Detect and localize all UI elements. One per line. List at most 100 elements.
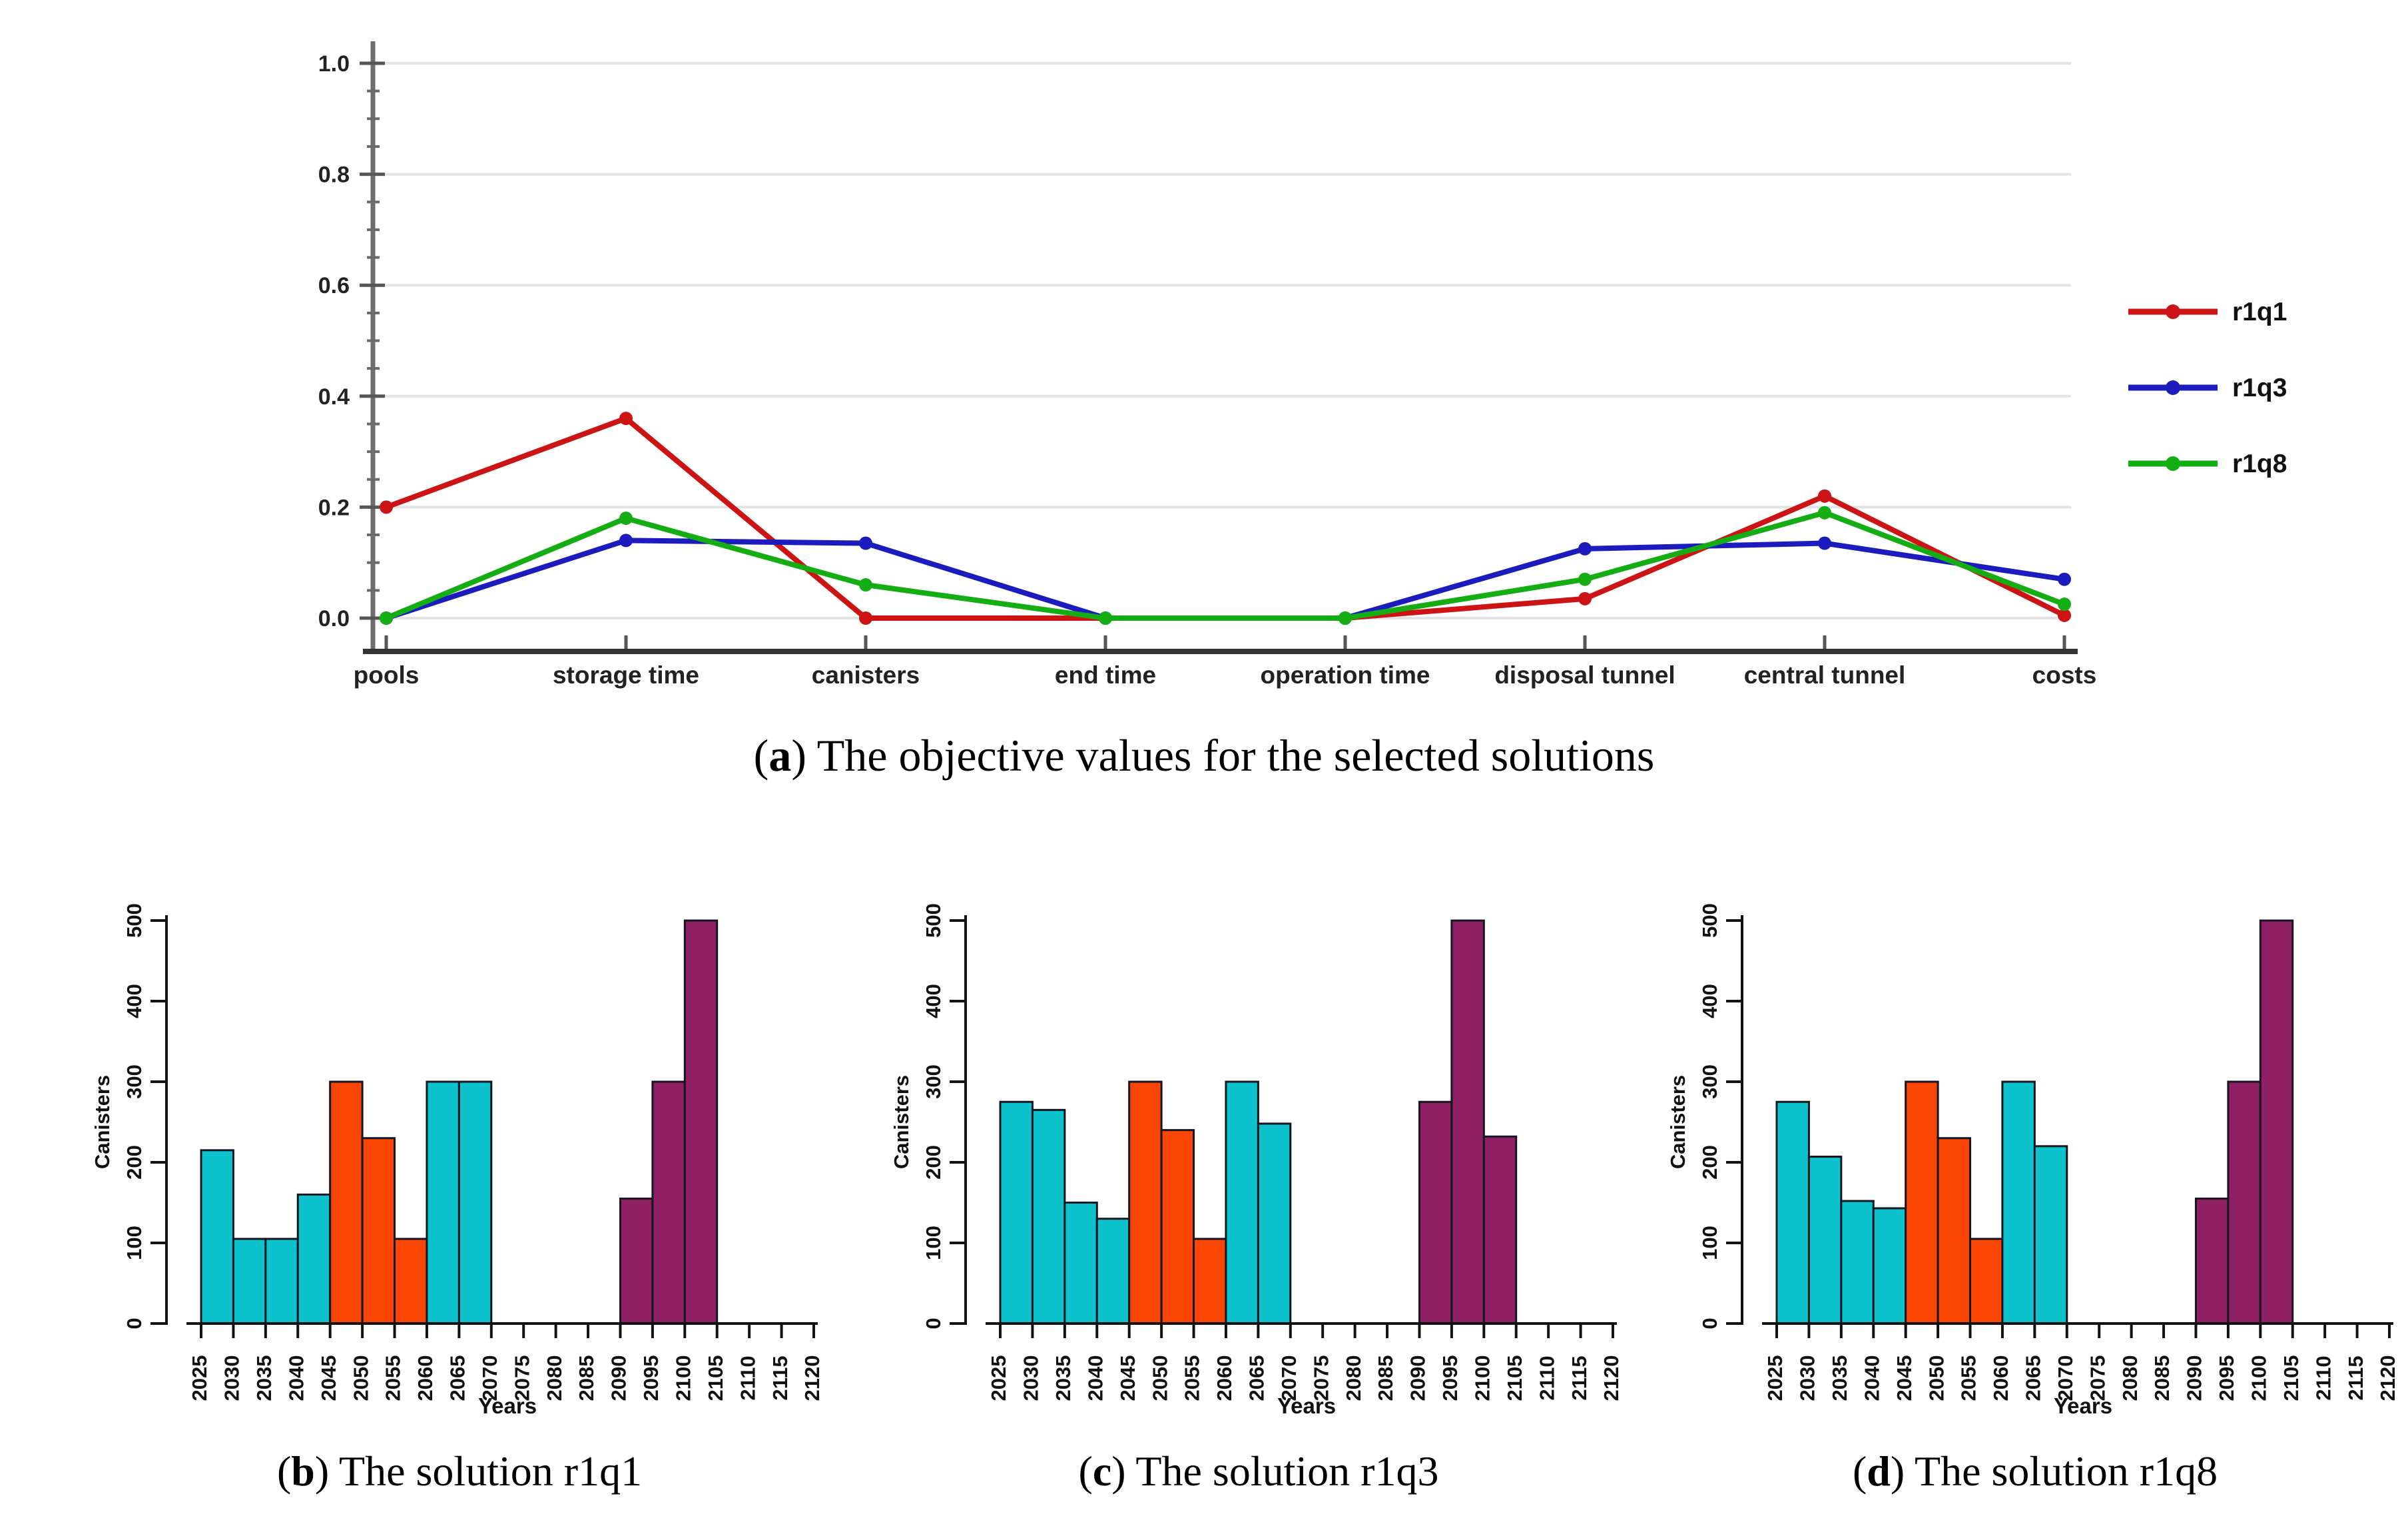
x-axis-title: Years (478, 1393, 537, 1418)
x-tick-label: 2105 (1503, 1355, 1526, 1401)
x-tick-label: 2110 (736, 1355, 759, 1400)
y-tick-label: 0.4 (318, 384, 350, 410)
x-tick-label: 2085 (2150, 1355, 2174, 1401)
data-point (859, 611, 872, 625)
bar (329, 1080, 364, 1325)
x-tick-label: 2110 (1535, 1355, 1558, 1400)
y-axis: 0 100 200 300 400 500 (922, 903, 967, 1330)
legend-marker (2166, 304, 2180, 319)
bar (2001, 1080, 2036, 1325)
y-tick-label: 500 (922, 903, 945, 938)
x-axis-title: Years (1277, 1393, 1336, 1418)
bar (1063, 1202, 1098, 1325)
y-tick-label: 0.2 (318, 495, 350, 520)
x-tick-label: 2110 (2311, 1355, 2335, 1400)
legend-marker (2166, 380, 2180, 395)
bar (1031, 1108, 1066, 1325)
x-tick-label: 2100 (1471, 1355, 1494, 1401)
y-axis: 0 100 200 300 400 500 (123, 903, 168, 1330)
data-point (1818, 536, 1831, 550)
data-point (380, 500, 393, 514)
x-tick-label: 2060 (414, 1355, 437, 1401)
category-label: costs (2032, 661, 2097, 689)
x-tick-label: 2070 (1277, 1355, 1301, 1401)
data-point (1818, 489, 1831, 503)
bars (1775, 919, 2294, 1325)
caption-c-text: (c) The solution r1q3 (1078, 1447, 1439, 1495)
y-tick-label: 400 (123, 984, 146, 1018)
bar (2227, 1080, 2261, 1325)
category-label: disposal tunnel (1494, 661, 1675, 689)
bar (619, 1197, 654, 1325)
histogram-r1q1-svg: 0 100 200 300 400 500 Canisters 2025 2030 2035 204… (91, 903, 824, 1418)
y-tick-label: 200 (922, 1145, 945, 1180)
x-tick-label: 2075 (510, 1355, 533, 1401)
category-label: canisters (812, 661, 920, 689)
x-tick-label: 2045 (1116, 1355, 1139, 1401)
x-tick-label: 2050 (1925, 1355, 1948, 1401)
bar (999, 1100, 1034, 1325)
x-tick-label: 2090 (607, 1355, 631, 1401)
x-tick-label: 2055 (1181, 1355, 1204, 1401)
histogram-panel-r1q8: 0 100 200 300 400 500 Canisters 2025 2030 2035 204… (1662, 881, 2408, 1496)
series-line (384, 510, 2067, 621)
data-point (1578, 591, 1592, 605)
y-axis: 0.0 0.2 0.4 0.6 0.8 1.0 (318, 41, 385, 651)
bar (361, 1137, 396, 1325)
x-tick-label: 2025 (987, 1355, 1010, 1401)
objectives-line-chart: 0.0 0.2 0.4 0.6 0.8 1.0 pools storage time canis… (0, 0, 2408, 706)
histogram-r1q8-svg: 0 100 200 300 400 500 Canisters 2025 2030 2035 204… (1666, 903, 2399, 1418)
x-tick-label: 2090 (1406, 1355, 1430, 1401)
x-tick-label: 2100 (672, 1355, 695, 1401)
y-tick-label: 500 (1698, 903, 1721, 938)
x-tick-label: 2080 (1342, 1355, 1365, 1401)
bar (1418, 1100, 1453, 1325)
x-tick-label: 2045 (1893, 1355, 1916, 1401)
x-tick-label: 2120 (800, 1355, 824, 1401)
bars (200, 919, 719, 1325)
x-tick-label: 2040 (1083, 1355, 1107, 1401)
y-tick-label: 0 (922, 1318, 945, 1329)
y-tick-label: 300 (123, 1064, 146, 1099)
y-tick-label: 200 (123, 1145, 146, 1180)
x-tick-label: 2095 (2215, 1355, 2238, 1401)
x-tick-label: 2030 (1020, 1355, 1043, 1401)
legend-marker (2166, 456, 2180, 471)
x-tick-label: 2060 (1989, 1355, 2012, 1401)
y-tick-label: 0 (123, 1318, 146, 1329)
x-axis: 2025 2030 2035 2040 2045 2050 2055 2060 2065 2070… (186, 1322, 824, 1401)
x-axis: 2025 2030 2035 2040 2045 2050 2055 2060 2065 2070… (986, 1322, 1623, 1401)
y-tick-label: 300 (922, 1064, 945, 1099)
x-tick-label: 2105 (704, 1355, 727, 1401)
y-tick-label: 100 (1698, 1226, 1721, 1260)
data-point (380, 611, 393, 625)
caption-b: (b) The solution r1q1 (87, 1447, 832, 1496)
bar (2194, 1197, 2230, 1325)
bar (1193, 1238, 1227, 1325)
data-point (619, 534, 633, 548)
legend-label: r1q3 (2232, 374, 2287, 402)
x-tick-label: 2030 (220, 1355, 244, 1401)
series-line (384, 538, 2067, 621)
series-r1q8 (380, 506, 2071, 625)
caption-c: (c) The solution r1q3 (886, 1447, 1632, 1496)
x-tick-label: 2025 (1763, 1355, 1787, 1401)
bar (1095, 1218, 1131, 1325)
bar (1969, 1238, 2004, 1325)
y-tick-label: 100 (123, 1226, 146, 1260)
bar (1840, 1200, 1875, 1325)
y-tick-label: 100 (922, 1226, 945, 1260)
bar (2259, 919, 2294, 1325)
y-tick-label: 0.6 (318, 273, 350, 298)
x-tick-label: 2060 (1213, 1355, 1236, 1401)
series-r1q3 (380, 534, 2071, 625)
bar (651, 1080, 686, 1325)
caption-a: (a) The objective values for the selecte… (0, 729, 2408, 782)
x-tick-label: 2035 (1828, 1355, 1851, 1401)
bar (457, 1080, 493, 1325)
legend: r1q1 r1q3 r1q8 (2128, 298, 2287, 478)
y-gridlines (373, 62, 2071, 619)
x-tick-label: 2065 (1245, 1355, 1269, 1401)
bar (1225, 1080, 1259, 1325)
